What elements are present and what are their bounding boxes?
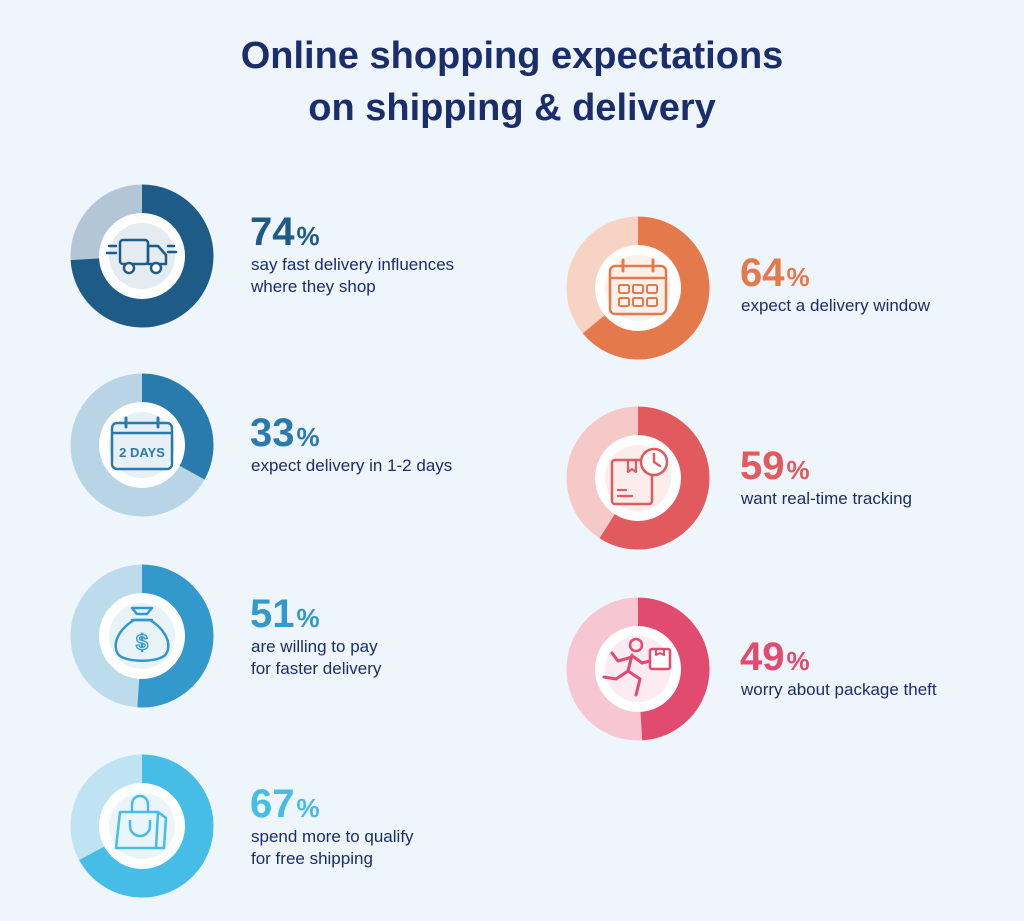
description-line: are willing to pay: [251, 637, 378, 656]
stat-number: 51: [250, 592, 295, 636]
stat-value: 49%: [740, 637, 810, 681]
calendar-icon: [608, 258, 668, 316]
description-line: for free shipping: [251, 849, 373, 868]
stat-number: 74: [250, 210, 295, 254]
icon-halo: [605, 255, 671, 321]
percent-sign: %: [296, 603, 320, 633]
description-line: say fast delivery influences: [251, 255, 455, 274]
donut-value-arc: [70, 373, 214, 517]
percent-sign: %: [296, 793, 320, 823]
title-line-2: on shipping & delivery: [308, 87, 716, 129]
description-line: want real-time tracking: [741, 489, 913, 508]
percent-sign: %: [296, 422, 320, 452]
percent-sign: %: [786, 455, 810, 485]
stat-number: 33: [250, 411, 295, 455]
donut-chart: [566, 406, 710, 550]
stat-description: say fast delivery influences where they s…: [251, 254, 454, 298]
description-line: worry about package theft: [741, 680, 937, 699]
donut-chart: [566, 597, 710, 741]
description-line: expect a delivery window: [741, 296, 930, 315]
donut-chart: [566, 216, 710, 360]
stat-description: want real-time tracking: [741, 488, 912, 510]
package-clock-icon: [610, 447, 669, 506]
svg-text:$: $: [136, 630, 148, 655]
donut-value-arc: [566, 597, 710, 741]
icon-text: 2 DAYS: [119, 445, 165, 460]
donut-chart: [70, 754, 214, 898]
donut-value-arc: [566, 216, 710, 360]
page-title: Online shopping expectations on shipping…: [0, 30, 1024, 134]
truck-icon: [105, 238, 178, 275]
donut-center: [99, 213, 185, 299]
icon-halo: [109, 793, 175, 859]
donut-chart: [70, 184, 214, 328]
stat-value: 67%: [250, 784, 320, 828]
stat-value: 74%: [250, 212, 320, 256]
percent-sign: %: [296, 221, 320, 251]
calendar-2-days-icon: 2 DAYS: [110, 416, 174, 471]
stat-value: 64%: [740, 253, 810, 297]
percent-sign: %: [786, 262, 810, 292]
donut-value-arc: [70, 184, 214, 328]
stat-number: 64: [740, 251, 785, 295]
stat-description: are willing to pay for faster delivery: [251, 636, 381, 680]
stat-description: worry about package theft: [741, 679, 937, 701]
icon-halo: [109, 412, 175, 478]
description-line: expect delivery in 1-2 days: [251, 456, 453, 475]
shopping-bag-icon: [114, 794, 168, 850]
donut-value-arc: [70, 564, 214, 708]
description-line: where they shop: [251, 277, 376, 296]
icon-halo: [109, 603, 175, 669]
money-bag-icon: $: [114, 606, 170, 662]
donut-center: [595, 626, 681, 712]
stat-value: 51%: [250, 594, 320, 638]
stat-description: spend more to qualify for free shipping: [251, 826, 414, 870]
description-line: spend more to qualify: [251, 827, 414, 846]
description-line: for faster delivery: [251, 659, 382, 678]
title-line-1: Online shopping expectations: [240, 35, 784, 77]
stat-number: 49: [740, 635, 785, 679]
stat-number: 67: [250, 782, 295, 826]
stat-description: expect delivery in 1-2 days: [251, 455, 452, 477]
donut-value-arc: [566, 406, 710, 550]
percent-sign: %: [786, 646, 810, 676]
donut-value-arc: [70, 754, 214, 898]
thief-running-icon: [602, 637, 672, 697]
stat-description: expect a delivery window: [741, 295, 930, 317]
stat-number: 59: [740, 444, 785, 488]
donut-chart: 2 DAYS: [70, 373, 214, 517]
donut-chart: $: [70, 564, 214, 708]
stat-value: 33%: [250, 413, 320, 457]
stat-value: 59%: [740, 446, 810, 490]
